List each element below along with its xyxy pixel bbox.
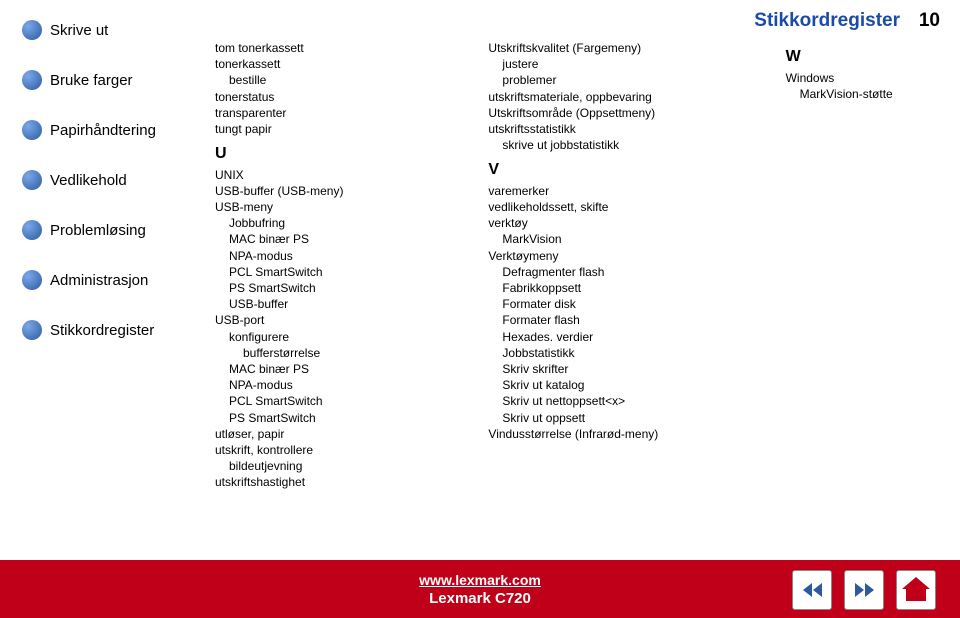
index-column-1: tom tonerkassetttonerkassettbestilletone… bbox=[215, 40, 464, 490]
sidebar-item-problemlosing[interactable]: Problemløsing bbox=[22, 220, 192, 240]
index-entry[interactable]: skrive ut jobbstatistikk bbox=[488, 137, 761, 153]
chevron-right-icon bbox=[855, 583, 874, 597]
index-section-head: V bbox=[488, 159, 761, 181]
index-entry[interactable]: Utskriftskvalitet (Fargemeny) bbox=[488, 40, 761, 56]
index-entry[interactable]: Vindusstørrelse (Infrarød-meny) bbox=[488, 426, 761, 442]
sidebar-item-skrive-ut[interactable]: Skrive ut bbox=[22, 20, 192, 40]
index-entry[interactable]: Verktøymeny bbox=[488, 248, 761, 264]
index-column-2: Utskriftskvalitet (Fargemeny)justereprob… bbox=[488, 40, 761, 490]
index-entry[interactable]: Skriv ut oppsett bbox=[488, 410, 761, 426]
sidebar-item-administrasjon[interactable]: Administrasjon bbox=[22, 270, 192, 290]
sidebar-item-label: Problemløsing bbox=[50, 222, 146, 239]
index-entry[interactable]: bufferstørrelse bbox=[215, 345, 464, 361]
index-entry[interactable]: vedlikeholdssett, skifte bbox=[488, 199, 761, 215]
page-header-title: Stikkordregister bbox=[754, 10, 900, 32]
bullet-icon bbox=[22, 320, 42, 340]
sidebar-item-bruke-farger[interactable]: Bruke farger bbox=[22, 70, 192, 90]
sidebar-item-label: Administrasjon bbox=[50, 272, 148, 289]
index-entry[interactable]: Utskriftsområde (Oppsettmeny) bbox=[488, 105, 761, 121]
index-entry[interactable]: problemer bbox=[488, 72, 761, 88]
index-entry[interactable]: Skriv ut katalog bbox=[488, 377, 761, 393]
index-entry[interactable]: Hexades. verdier bbox=[488, 329, 761, 345]
bullet-icon bbox=[22, 70, 42, 90]
sidebar-item-label: Papirhåndtering bbox=[50, 122, 156, 139]
home-icon bbox=[902, 579, 930, 601]
footer-nav-icons bbox=[792, 570, 936, 610]
index-entry[interactable]: USB-buffer (USB-meny) bbox=[215, 183, 464, 199]
index-entry[interactable]: utskriftshastighet bbox=[215, 474, 464, 490]
next-page-button[interactable] bbox=[844, 570, 884, 610]
index-entry[interactable]: tungt papir bbox=[215, 121, 464, 137]
index-entry[interactable]: justere bbox=[488, 56, 761, 72]
index-entry[interactable]: PS SmartSwitch bbox=[215, 280, 464, 296]
index-entry[interactable]: MAC binær PS bbox=[215, 361, 464, 377]
index-entry[interactable]: Skriv ut nettoppsett<x> bbox=[488, 393, 761, 409]
sidebar-nav: Skrive ut Bruke farger Papirhåndtering V… bbox=[22, 20, 192, 370]
index-entry[interactable]: Skriv skrifter bbox=[488, 361, 761, 377]
index-entry[interactable]: Jobbstatistikk bbox=[488, 345, 761, 361]
sidebar-item-papirhandtering[interactable]: Papirhåndtering bbox=[22, 120, 192, 140]
index-column-3: W WindowsMarkVision-støtte bbox=[786, 40, 940, 490]
page-header-number: 10 bbox=[919, 10, 940, 32]
prev-page-button[interactable] bbox=[792, 570, 832, 610]
home-button[interactable] bbox=[896, 570, 936, 610]
index-entry[interactable]: bestille bbox=[215, 72, 464, 88]
index-entry[interactable]: MAC binær PS bbox=[215, 231, 464, 247]
bullet-icon bbox=[22, 20, 42, 40]
index-entry[interactable]: utløser, papir bbox=[215, 426, 464, 442]
index-entry[interactable]: tonerstatus bbox=[215, 89, 464, 105]
footer-bar: www.lexmark.com Lexmark C720 bbox=[0, 560, 960, 618]
index-entry[interactable]: utskriftsstatistikk bbox=[488, 121, 761, 137]
index-entry[interactable]: NPA-modus bbox=[215, 377, 464, 393]
index-entry[interactable]: PCL SmartSwitch bbox=[215, 264, 464, 280]
sidebar-item-stikkordregister[interactable]: Stikkordregister bbox=[22, 320, 192, 340]
index-entry[interactable]: tom tonerkassett bbox=[215, 40, 464, 56]
bullet-icon bbox=[22, 270, 42, 290]
index-entry[interactable]: verktøy bbox=[488, 215, 761, 231]
index-entry[interactable]: bildeutjevning bbox=[215, 458, 464, 474]
index-entry[interactable]: Formater disk bbox=[488, 296, 761, 312]
sidebar-item-label: Bruke farger bbox=[50, 72, 133, 89]
index-entry[interactable]: USB-buffer bbox=[215, 296, 464, 312]
index-entry[interactable]: Fabrikkoppsett bbox=[488, 280, 761, 296]
index-entry[interactable]: MarkVision-støtte bbox=[786, 86, 940, 102]
index-content: tom tonerkassetttonerkassettbestilletone… bbox=[215, 40, 940, 490]
bullet-icon bbox=[22, 120, 42, 140]
index-entry[interactable]: Windows bbox=[786, 70, 940, 86]
sidebar-item-label: Stikkordregister bbox=[50, 322, 154, 339]
index-entry[interactable]: Defragmenter flash bbox=[488, 264, 761, 280]
footer-link[interactable]: www.lexmark.com bbox=[419, 572, 541, 588]
index-section-head: W bbox=[786, 46, 940, 68]
bullet-icon bbox=[22, 170, 42, 190]
index-entry[interactable]: konfigurere bbox=[215, 329, 464, 345]
index-entry[interactable]: NPA-modus bbox=[215, 248, 464, 264]
index-entry[interactable]: tonerkassett bbox=[215, 56, 464, 72]
index-entry[interactable]: USB-port bbox=[215, 312, 464, 328]
index-entry[interactable]: utskrift, kontrollere bbox=[215, 442, 464, 458]
index-entry[interactable]: PCL SmartSwitch bbox=[215, 393, 464, 409]
sidebar-item-label: Skrive ut bbox=[50, 22, 108, 39]
index-entry[interactable]: UNIX bbox=[215, 167, 464, 183]
index-entry[interactable]: Formater flash bbox=[488, 312, 761, 328]
index-entry[interactable]: utskriftsmateriale, oppbevaring bbox=[488, 89, 761, 105]
index-entry[interactable]: Jobbufring bbox=[215, 215, 464, 231]
index-entry[interactable]: transparenter bbox=[215, 105, 464, 121]
index-entry[interactable]: MarkVision bbox=[488, 231, 761, 247]
sidebar-item-label: Vedlikehold bbox=[50, 172, 127, 189]
bullet-icon bbox=[22, 220, 42, 240]
sidebar-item-vedlikehold[interactable]: Vedlikehold bbox=[22, 170, 192, 190]
index-entry[interactable]: varemerker bbox=[488, 183, 761, 199]
index-entry[interactable]: USB-meny bbox=[215, 199, 464, 215]
chevron-left-icon bbox=[803, 583, 822, 597]
index-section-head: U bbox=[215, 143, 464, 165]
index-entry[interactable]: PS SmartSwitch bbox=[215, 410, 464, 426]
footer-product: Lexmark C720 bbox=[429, 590, 531, 607]
